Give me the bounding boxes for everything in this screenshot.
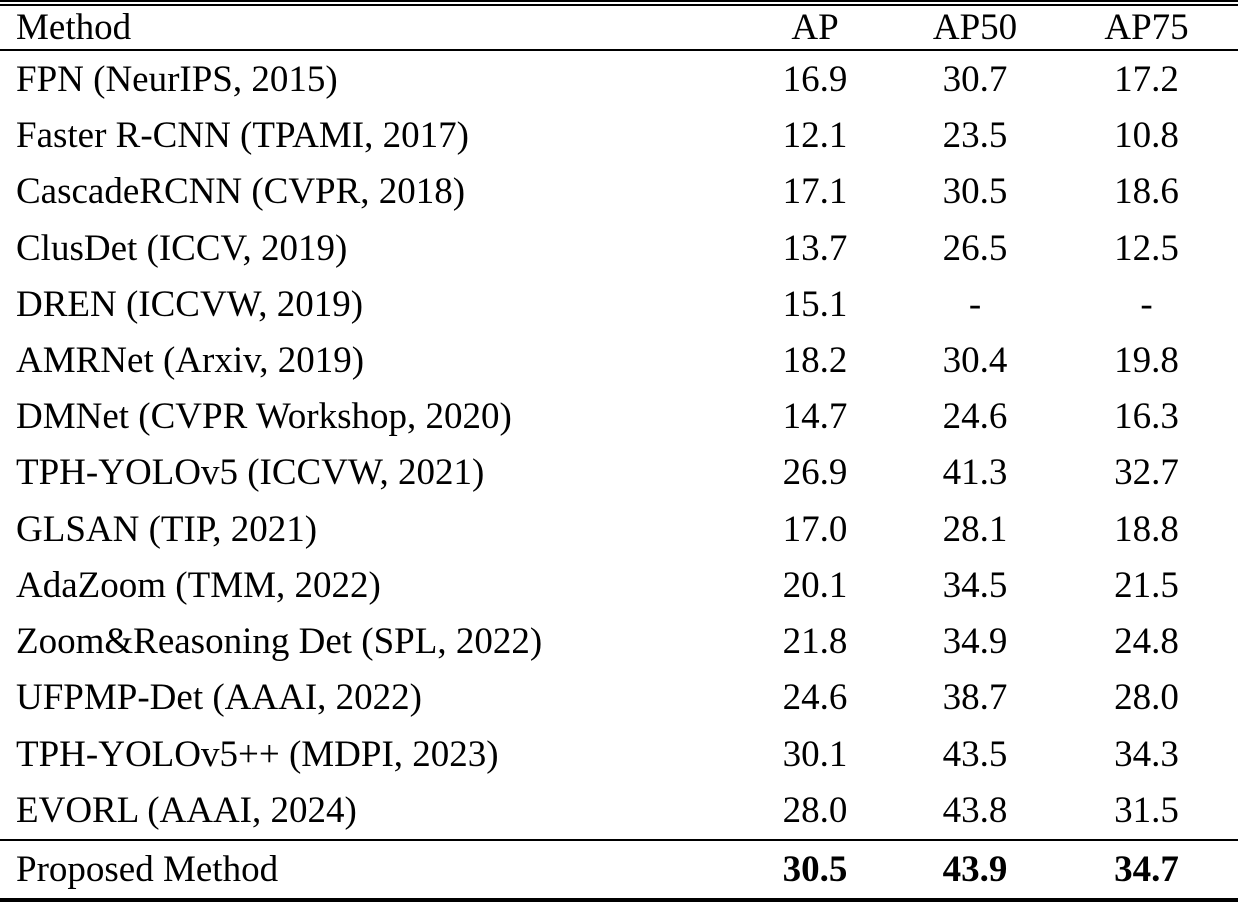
ap75-cell: 21.5 [1114,564,1179,606]
table-row: TPH-YOLOv5++ (MDPI, 2023) 30.1 43.5 34.3 [0,726,1238,782]
ap-cell: 24.6 [782,677,848,719]
ap50-cell: - [968,283,982,325]
ap75-cell: 18.6 [1114,171,1179,213]
ap50-cell: 34.9 [942,621,1008,663]
ap50-cell: 26.5 [942,227,1008,269]
method-cell: TPH-YOLOv5 (ICCVW, 2021) [16,452,485,494]
table-row: DREN (ICCVW, 2019) 15.1 - - [0,276,1238,332]
method-cell: Faster R-CNN (TPAMI, 2017) [16,115,469,157]
method-cell: GLSAN (TIP, 2021) [16,508,318,550]
ap50-cell: 24.6 [942,396,1008,438]
ap75-cell: 19.8 [1114,340,1179,382]
ap-cell: 18.2 [782,340,848,382]
table-row: Zoom&Reasoning Det (SPL, 2022) 21.8 34.9… [0,614,1238,670]
table-row: ClusDet (ICCV, 2019) 13.7 26.5 12.5 [0,220,1238,276]
ap50-cell: 30.7 [942,58,1008,100]
ap-cell: 16.9 [782,58,848,100]
proposed-method-row: Proposed Method 30.5 43.9 34.7 [0,838,1238,900]
ap-cell: 15.1 [782,283,848,325]
ap50-cell: 43.8 [942,789,1008,831]
method-cell: FPN (NeurIPS, 2015) [16,58,338,100]
ap-cell: 17.0 [782,508,848,550]
ap-cell: 12.1 [782,115,848,157]
ap75-cell: 34.3 [1114,733,1179,775]
ap50-cell: 43.9 [895,838,1055,900]
ap50-cell: 43.5 [942,733,1008,775]
ap75-cell: 24.8 [1114,621,1179,663]
ap50-cell: 28.1 [942,508,1008,550]
table-row: EVORL (AAAI, 2024) 28.0 43.8 31.5 [0,782,1238,840]
ap50-cell: 38.7 [942,677,1008,719]
table-row: CascadeRCNN (CVPR, 2018) 17.1 30.5 18.6 [0,164,1238,220]
ap75-cell: 10.8 [1114,115,1179,157]
ap50-cell: 23.5 [942,115,1008,157]
method-cell: Proposed Method [0,838,735,900]
method-cell: TPH-YOLOv5++ (MDPI, 2023) [16,733,499,775]
ap50-cell: 30.4 [942,340,1008,382]
header-ap75: AP75 [1055,3,1238,51]
table-row: AdaZoom (TMM, 2022) 20.1 34.5 21.5 [0,557,1238,613]
method-cell: AdaZoom (TMM, 2022) [16,564,381,606]
ap50-cell: 34.5 [942,564,1008,606]
ap-cell: 14.7 [782,396,848,438]
method-cell: ClusDet (ICCV, 2019) [16,227,348,269]
table-row: FPN (NeurIPS, 2015) 16.9 30.7 17.2 [0,50,1238,108]
ap75-cell: 28.0 [1114,677,1179,719]
ap-cell: 17.1 [782,171,848,213]
table-row: UFPMP-Det (AAAI, 2022) 24.6 38.7 28.0 [0,670,1238,726]
method-cell: CascadeRCNN (CVPR, 2018) [16,171,466,213]
method-cell: DREN (ICCVW, 2019) [16,283,364,325]
ap75-cell: 32.7 [1114,452,1179,494]
ap75-cell: 34.7 [1055,838,1238,900]
header-ap50: AP50 [895,3,1055,51]
ap75-cell: 18.8 [1114,508,1179,550]
header-method: Method [0,3,735,51]
ap-cell: 20.1 [782,564,848,606]
table-row: AMRNet (Arxiv, 2019) 18.2 30.4 19.8 [0,332,1238,388]
method-cell: UFPMP-Det (AAAI, 2022) [16,677,422,719]
ap75-cell: 16.3 [1114,396,1179,438]
table-row: TPH-YOLOv5 (ICCVW, 2021) 26.9 41.3 32.7 [0,445,1238,501]
method-cell: DMNet (CVPR Workshop, 2020) [16,396,512,438]
ap75-cell: - [1140,283,1153,325]
ap75-cell: 17.2 [1114,58,1179,100]
ap75-cell: 12.5 [1114,227,1179,269]
table-row: DMNet (CVPR Workshop, 2020) 14.7 24.6 16… [0,389,1238,445]
ap-cell: 30.5 [735,838,895,900]
header-ap: AP [735,3,895,51]
table-row: Faster R-CNN (TPAMI, 2017) 12.1 23.5 10.… [0,108,1238,164]
method-cell: AMRNet (Arxiv, 2019) [16,340,365,382]
ap-cell: 21.8 [782,621,848,663]
ap50-cell: 41.3 [942,452,1008,494]
table-row: GLSAN (TIP, 2021) 17.0 28.1 18.8 [0,501,1238,557]
method-cell: EVORL (AAAI, 2024) [16,789,357,831]
method-cell: Zoom&Reasoning Det (SPL, 2022) [16,621,543,663]
ap50-cell: 30.5 [942,171,1008,213]
table-body: FPN (NeurIPS, 2015) 16.9 30.7 17.2 Faste… [0,50,1238,900]
table-header: Method AP AP50 AP75 [0,3,1238,51]
ap-cell: 30.1 [782,733,848,775]
ap-cell: 28.0 [782,789,848,831]
ap-cell: 26.9 [782,452,848,494]
header-row: Method AP AP50 AP75 [0,3,1238,51]
ap75-cell: 31.5 [1114,789,1179,831]
ap-cell: 13.7 [782,227,848,269]
